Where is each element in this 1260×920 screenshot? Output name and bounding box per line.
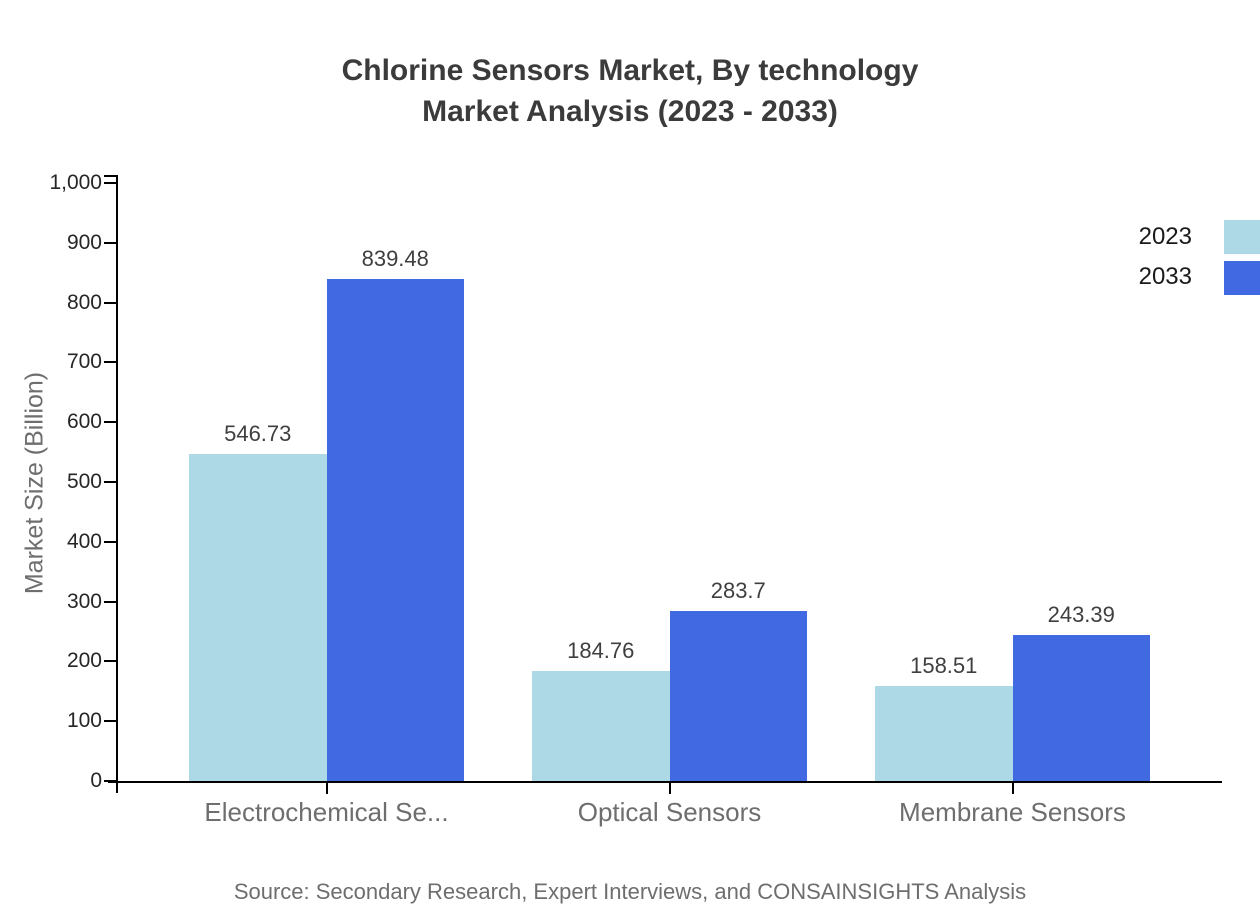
bar-2033-category-0[interactable] [326, 279, 464, 781]
y-axis-tick [104, 600, 116, 603]
y-axis-tick-label: 100 [66, 709, 102, 733]
bar-value-label: 243.39 [1047, 602, 1115, 627]
x-axis-tick [1011, 781, 1014, 794]
bar-value-label: 839.48 [361, 246, 429, 271]
chart-title: Chlorine Sensors Market, By technology M… [341, 54, 919, 128]
x-axis-category-label: Membrane Sensors [899, 797, 1126, 827]
y-axis-tick [104, 660, 116, 663]
y-axis-tick-label: 300 [66, 589, 102, 613]
legend-label-2033[interactable]: 2033 [1138, 263, 1192, 290]
legend-swatch-2033[interactable] [1224, 261, 1260, 295]
x-axis-tick [668, 781, 671, 794]
x-axis-line [108, 781, 1222, 783]
y-axis-tick-label: 900 [66, 230, 102, 254]
legend-label-2023[interactable]: 2023 [1138, 223, 1192, 250]
y-axis-tick-label: 500 [66, 470, 102, 493]
y-axis-tick [104, 780, 116, 782]
y-axis-tick-label: 600 [66, 410, 102, 434]
y-axis-tick [104, 241, 116, 244]
bar-value-label: 158.51 [910, 653, 978, 678]
y-axis-tick-label: 0 [90, 769, 102, 792]
y-axis-tick-label: 400 [66, 529, 102, 553]
bar-2033-category-1[interactable] [669, 611, 807, 781]
y-axis-tick [104, 301, 116, 304]
x-axis-category-label: Electrochemical Se... [204, 797, 449, 827]
y-axis-tick-label: 800 [66, 290, 102, 314]
bar-2033-category-2[interactable] [1012, 635, 1150, 781]
y-axis-tick-label: 1,000 [49, 171, 102, 194]
y-axis-tick [104, 481, 116, 483]
bar-value-label: 283.7 [710, 578, 766, 603]
y-axis-title: Market Size (Billion) [20, 371, 49, 595]
x-axis-tick [325, 781, 328, 794]
x-axis-category-label: Optical Sensors [577, 797, 762, 827]
y-axis-tick [104, 540, 116, 543]
legend-swatch-2023[interactable] [1224, 220, 1260, 254]
bar-2023-category-0[interactable] [189, 454, 327, 781]
y-axis-tick [104, 361, 116, 364]
y-axis-tick [104, 720, 116, 723]
y-axis-tick-label: 700 [66, 350, 102, 374]
bar-value-label: 546.73 [224, 421, 292, 446]
plot-area: 0 100 200 300 400 500 600 700 800 900 1,000 Electro… [49, 171, 1222, 827]
y-axis-tick [104, 421, 116, 424]
bar-value-label: 184.76 [567, 638, 635, 663]
bar-2023-category-2[interactable] [875, 686, 1013, 781]
bar-2023-category-1[interactable] [532, 671, 670, 781]
y-axis-line [116, 175, 118, 793]
y-axis-tick-label: 200 [66, 649, 102, 673]
y-axis-tick [104, 182, 116, 184]
y-axis-cap-tick [104, 175, 118, 177]
source-note: Source: Secondary Research, Expert Inter… [233, 879, 1027, 904]
